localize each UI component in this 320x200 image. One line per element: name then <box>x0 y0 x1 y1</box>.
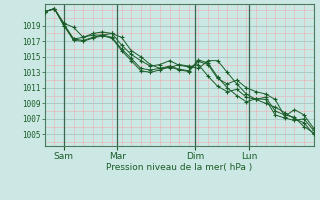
X-axis label: Pression niveau de la mer( hPa ): Pression niveau de la mer( hPa ) <box>106 163 252 172</box>
